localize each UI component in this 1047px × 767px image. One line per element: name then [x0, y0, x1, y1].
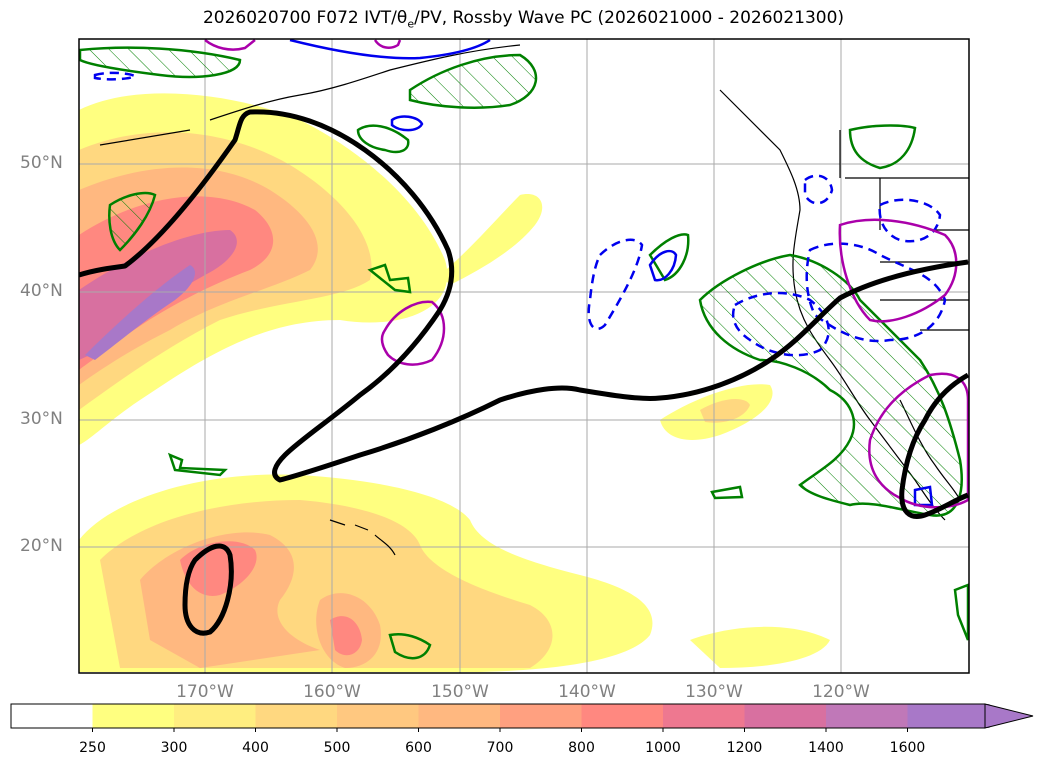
colorbar-tick-label: 1200 [726, 740, 763, 756]
plot-frame [78, 38, 970, 674]
colorbar-segment [581, 704, 664, 728]
colorbar-graphic [10, 703, 1034, 732]
colorbar-segment [826, 704, 908, 728]
theta-e-hatched-areas [79, 46, 969, 660]
rossby-main-contour [79, 109, 969, 483]
colorbar-segment [744, 704, 827, 728]
colorbar-segment [418, 704, 501, 728]
rossby-pc-contours [79, 109, 969, 636]
ivt-fill-layer [79, 93, 830, 672]
pv-dashed-1 [587, 238, 644, 331]
colorbar-tick-label: 1000 [645, 740, 681, 756]
ivt-streak [440, 194, 543, 285]
colorbar-tick-label: 300 [160, 740, 188, 756]
pv-contours [93, 39, 947, 507]
theta-ring-center [380, 300, 446, 366]
green-ring-3 [167, 452, 228, 477]
lon-label-140w: 140°W [558, 682, 616, 702]
pv-dashed-2 [731, 291, 830, 357]
lat-label-50n: 50°N [20, 153, 63, 173]
hatch-area-sw [108, 191, 157, 252]
alaska-aleutians [99, 44, 521, 146]
theta-top-1 [204, 39, 256, 51]
lon-label-170w: 170°W [176, 682, 234, 702]
pv-solid-south [913, 485, 934, 507]
pv-solid-small [390, 115, 424, 132]
colorbar-segment [11, 704, 93, 728]
colorbar-tick-label: 500 [323, 740, 351, 756]
colorbar-tick-label: 1600 [889, 740, 926, 756]
green-ring-1 [356, 124, 410, 154]
ivt-patch-se [690, 626, 830, 668]
colorbar-segment [500, 704, 582, 728]
rossby-loop-south [182, 543, 234, 636]
theta-area-se [868, 372, 969, 509]
us-states [839, 130, 969, 331]
colorbar-segment [174, 704, 256, 728]
green-ring-4 [388, 633, 432, 660]
ivt-south-800b [330, 616, 362, 656]
lat-label-40n: 40°N [20, 281, 63, 301]
colorbar-segment [337, 704, 419, 728]
pv-solid-top [289, 39, 491, 60]
pv-dashed-4 [878, 198, 942, 243]
green-ring-8 [953, 583, 969, 641]
hawaii [329, 519, 396, 556]
lat-label-30n: 30°N [20, 409, 63, 429]
lon-label-160w: 160°W [303, 682, 361, 702]
colorbar-tick-label: 700 [486, 740, 514, 756]
lon-label-150w: 150°W [431, 682, 489, 702]
colorbar-tick-label: 400 [242, 740, 269, 756]
map-title: 2026020700 F072 IVT/θe/PV, Rossby Wave P… [202, 8, 845, 31]
theta-top-2 [373, 39, 402, 49]
lon-label-120w: 120°W [812, 682, 870, 702]
colorbar-extend-arrow [984, 703, 1034, 729]
colorbar-tick-label: 800 [568, 740, 595, 756]
hatch-area-nw [79, 46, 242, 79]
colorbar-segment [663, 704, 745, 728]
colorbar-tick-label: 1400 [808, 740, 844, 756]
hatch-area-east [698, 253, 963, 517]
pv-solid-ring [648, 249, 678, 282]
green-ring-5 [848, 124, 917, 170]
ivt-plume-north-1600 [85, 265, 195, 360]
pv-dashed-3 [805, 242, 947, 343]
green-ring-7 [710, 485, 744, 500]
colorbar-tick-label: 600 [405, 740, 432, 756]
pv-dashed-6 [93, 71, 138, 81]
pv-dashed-5 [803, 174, 834, 205]
colorbar-segment [907, 704, 990, 728]
lat-label-20n: 20°N [20, 536, 63, 556]
green-ring-6 [367, 263, 412, 294]
hatch-area-ne [408, 53, 538, 109]
rossby-south-east [899, 372, 969, 519]
ivt-patch-east-2 [700, 398, 750, 423]
lon-label-130w: 130°W [685, 682, 743, 702]
colorbar-frame [10, 703, 986, 729]
colorbar-tick-label: 250 [79, 740, 106, 756]
colorbar-segment [255, 704, 338, 728]
green-ring-2 [648, 233, 690, 282]
colorbar-segment [92, 704, 175, 728]
